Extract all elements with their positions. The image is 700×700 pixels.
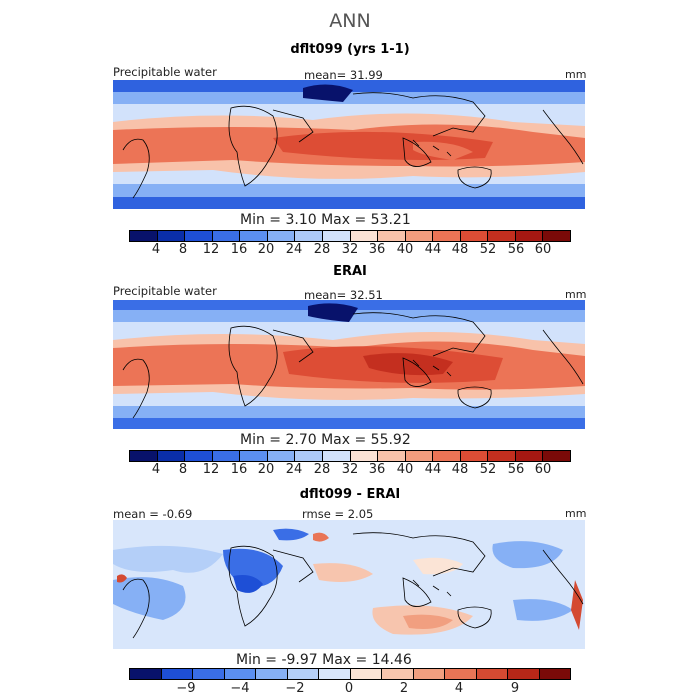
tick-label: −2 [285,681,305,696]
tick-label: 44 [424,462,442,477]
tick-label: 4 [454,681,464,696]
panel-3-map [113,520,585,649]
panel-3-rmse: rmse = 2.05 [302,507,374,521]
tick-label: 36 [368,462,386,477]
tick-label: 9 [510,681,520,696]
tick-label: 36 [368,242,386,257]
tick-label: 4 [151,242,161,257]
tick-label: 32 [341,462,359,477]
panel-1-mean: mean= 31.99 [304,68,383,82]
tick-label: −9 [176,681,196,696]
tick-label: 44 [424,242,442,257]
tick-label: 60 [534,462,552,477]
tick-label: 56 [507,242,525,257]
panel-2-min-max: Min = 2.70 Max = 55.92 [240,432,411,448]
panel-2-mean: mean= 32.51 [304,288,383,302]
tick-label: 28 [313,462,331,477]
panel-2-map [113,300,585,429]
panel-3-units: mm [565,507,587,520]
tick-label: 52 [479,242,497,257]
tick-label: 48 [451,462,469,477]
panel-2-units: mm [565,288,587,301]
tick-label: 52 [479,462,497,477]
panel-1-map [113,80,585,209]
tick-label: 60 [534,242,552,257]
panel-1-min-max: Min = 3.10 Max = 53.21 [240,212,411,228]
panel-3-colorbar [129,668,571,680]
panel-2-title: ERAI [333,264,367,279]
tick-label: 12 [202,462,220,477]
panel-1-units: mm [565,68,587,81]
panel-2-colorbar-labels: 4 8 12 16 20 24 28 32 36 40 44 48 52 56 … [0,462,700,478]
figure-title: ANN [329,10,371,32]
tick-label: 24 [285,462,303,477]
tick-label: 20 [257,242,275,257]
panel-1-left-label: Precipitable water [113,65,217,79]
panel-3-title: dflt099 - ERAI [299,487,401,502]
tick-label: 40 [396,242,414,257]
tick-label: 40 [396,462,414,477]
panel-3-mean: mean = -0.69 [113,507,193,521]
tick-label: 16 [230,462,248,477]
tick-label: 48 [451,242,469,257]
tick-label: 12 [202,242,220,257]
panel-2-colorbar [129,450,571,462]
tick-label: −4 [230,681,250,696]
tick-label: 56 [507,462,525,477]
tick-label: 8 [178,462,188,477]
tick-label: 0 [344,681,354,696]
panel-1-colorbar [129,230,571,242]
tick-label: 32 [341,242,359,257]
tick-label: 4 [151,462,161,477]
tick-label: 28 [313,242,331,257]
panel-3-min-max: Min = -9.97 Max = 14.46 [236,652,412,668]
panel-3-colorbar-labels: −9 −4 −2 0 2 4 9 [0,681,700,697]
panel-2-left-label: Precipitable water [113,284,217,298]
tick-label: 8 [178,242,188,257]
tick-label: 20 [257,462,275,477]
tick-label: 16 [230,242,248,257]
panel-1-colorbar-labels: 4 8 12 16 20 24 28 32 36 40 44 48 52 56 … [0,242,700,258]
tick-label: 24 [285,242,303,257]
panel-1-title: dflt099 (yrs 1-1) [290,42,410,57]
tick-label: 2 [399,681,409,696]
